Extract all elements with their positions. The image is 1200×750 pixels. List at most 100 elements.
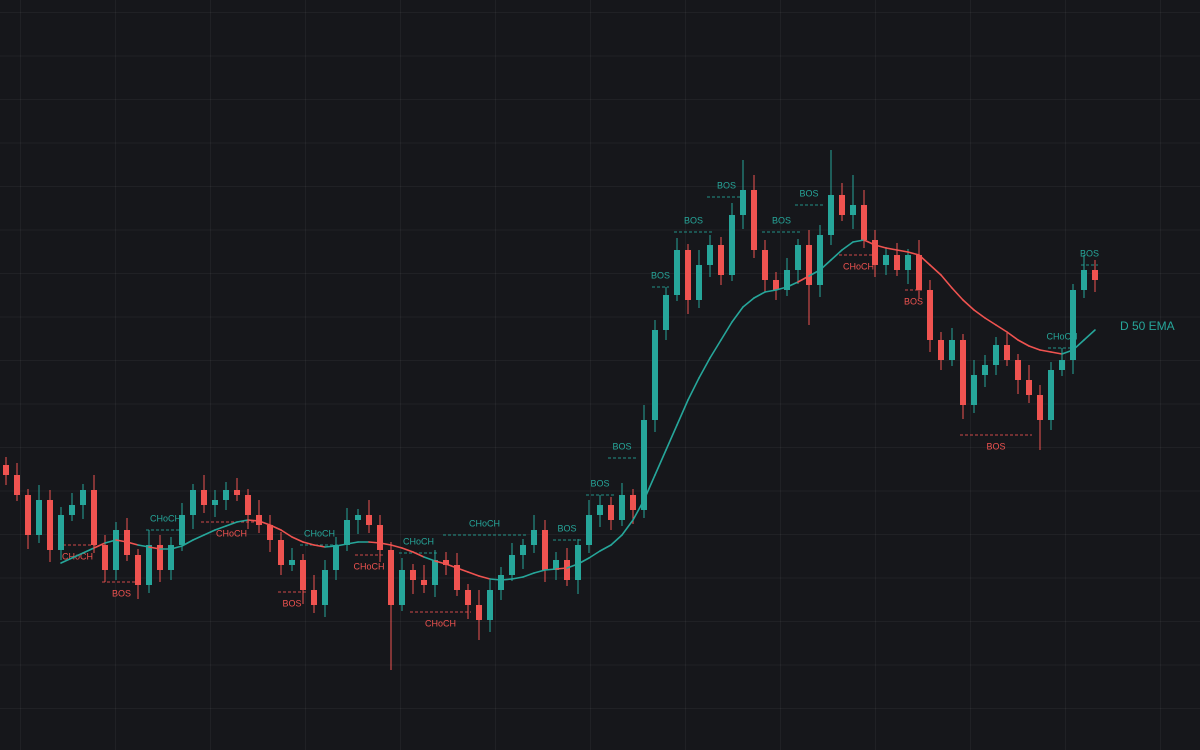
ema-line [588,550,601,559]
candle-body [762,250,768,280]
candle-body [454,565,460,590]
candle-body [498,575,504,590]
ema-line [676,399,689,426]
candle-body [630,495,636,510]
ema-line [753,291,766,299]
candle-body [1004,345,1010,360]
ema-label: D 50 EMA [1120,319,1175,333]
candle-body [179,515,185,545]
candle-body [531,530,537,545]
structure-label: BOS [904,296,923,306]
ema-line [533,569,546,574]
candle-body [894,255,900,270]
ema-line [863,239,876,246]
candle-body [377,525,383,550]
candle-body [861,205,867,240]
ema-line [522,572,535,578]
ema-line [643,474,656,501]
candle-body [740,190,746,215]
candle-body [960,340,966,405]
candle-body [1059,360,1065,370]
structure-label: CHoCH [1046,331,1077,341]
candle-body [465,590,471,605]
ema-line [786,281,799,288]
candle-body [674,250,680,295]
candle-body [608,505,614,520]
candle-body [278,540,284,565]
candle-body [25,495,31,535]
candle-body [872,240,878,265]
ema-line [71,552,84,559]
candle-body [927,290,933,340]
candle-body [487,590,493,620]
ema-line [973,309,986,319]
candle-body [817,235,823,285]
ema-line [104,539,117,544]
structure-label: BOS [799,188,818,198]
candle-body [69,505,75,515]
ema-line [896,249,909,253]
candle-body [905,255,911,270]
candle-body [938,340,944,360]
ema-line [214,525,227,531]
candle-body [14,475,20,495]
candle-body [575,545,581,580]
ema-line [555,567,568,570]
ema-line [797,275,810,283]
ema-line [566,563,579,569]
ema-line [126,541,139,546]
structure-label: CHoCH [469,518,500,528]
ema-line [610,534,623,546]
ema-line [874,244,887,249]
candle-body [212,500,218,505]
candle-body [1081,270,1087,290]
candle-body [476,605,482,620]
candle-body [982,365,988,375]
candle-body [245,495,251,515]
candle-body [696,265,702,300]
ema-line [203,529,216,536]
candle-body [113,530,119,570]
ema-line [181,539,194,547]
ema-line [720,321,733,341]
candle-body [564,560,570,580]
ema-line [984,317,997,326]
candle-body [300,560,306,590]
candle-body [3,465,9,475]
ema-line [170,545,183,550]
ema-line [764,289,777,293]
structure-label: BOS [717,180,736,190]
candle-body [322,570,328,605]
structure-label: CHoCH [150,513,181,523]
ema-line [577,557,590,565]
candle-body [1048,370,1054,420]
candle-body [344,520,350,545]
ema-line [775,286,788,291]
candle-body [542,530,548,570]
candle-body [135,555,141,585]
ema-line [819,259,832,271]
ema-line [434,560,447,565]
candle-body [509,555,515,575]
structure-label: BOS [557,523,576,533]
ema-line [709,339,722,359]
candle-body [399,570,405,605]
candle-body [146,545,152,585]
candle-body [520,545,526,555]
candle-body [729,215,735,275]
ema-line [236,519,249,523]
ema-line [401,547,414,553]
structure-label: BOS [590,478,609,488]
ema-line [137,544,150,548]
ema-line [929,264,942,276]
candle-body [168,545,174,570]
ema-line [687,377,700,401]
ema-line [918,254,931,266]
structure-label: BOS [112,588,131,598]
ema-line [445,563,458,569]
candle-body [1026,380,1032,395]
candle-body [47,500,53,550]
ema-line [1061,349,1074,355]
candle-body [993,345,999,365]
